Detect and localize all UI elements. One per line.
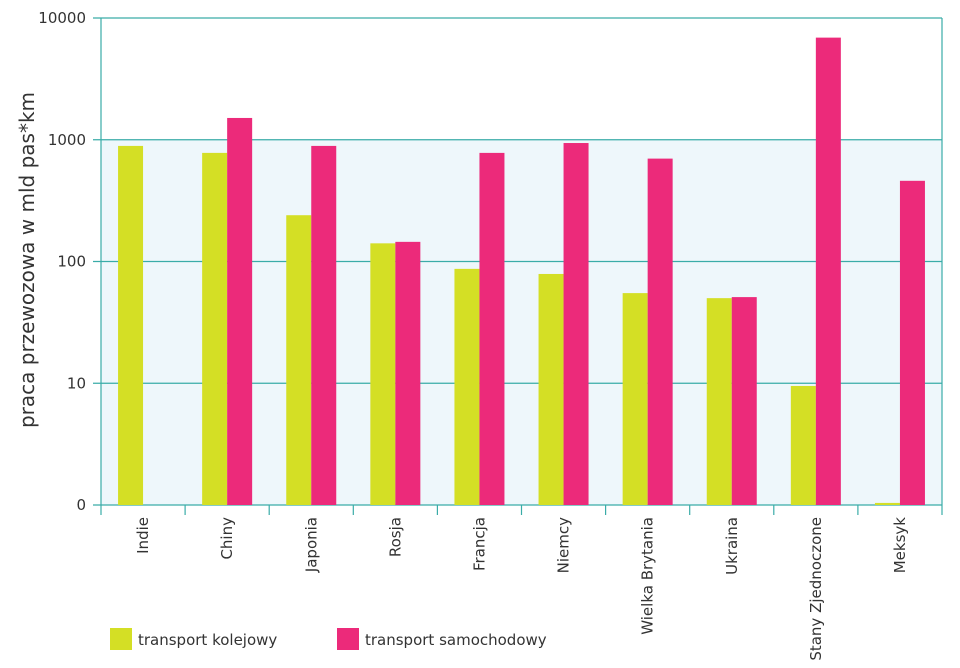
x-tick-label: Wielka Brytania: [639, 517, 657, 635]
x-tick-label: Meksyk: [891, 517, 909, 574]
bar: [311, 145, 337, 505]
bar: [227, 117, 253, 505]
x-tick-label: Japonia: [302, 517, 320, 573]
legend-swatch: [110, 628, 132, 650]
x-tick-label: Francja: [470, 517, 488, 571]
bar: [395, 241, 421, 505]
legend-label: transport samochodowy: [365, 631, 547, 649]
bar: [874, 502, 900, 505]
x-tick-label: Chiny: [218, 517, 236, 560]
y-axis-label: praca przewozowa w mld pas*km: [15, 92, 39, 428]
bar: [563, 143, 589, 506]
y-tick-label: 10: [67, 374, 86, 392]
bar: [118, 145, 144, 505]
bar: [731, 297, 757, 505]
x-tick-label: Stany Zjednoczone: [807, 517, 825, 661]
bar: [479, 152, 505, 505]
x-tick-label: Rosja: [386, 517, 404, 557]
x-tick-label: Niemcy: [555, 517, 573, 573]
bar: [790, 385, 816, 505]
bar: [647, 158, 673, 505]
bar: [370, 243, 396, 505]
bar: [538, 273, 564, 505]
bar: [899, 180, 925, 505]
bar: [286, 215, 312, 505]
bar: [706, 298, 732, 505]
y-tick-label: 100: [57, 253, 86, 271]
bar: [202, 152, 228, 505]
legend-swatch: [337, 628, 359, 650]
bar: [454, 268, 480, 505]
y-tick-label: 10000: [38, 9, 86, 27]
y-tick-label: 0: [76, 496, 86, 514]
x-tick-label: Ukraina: [723, 517, 741, 575]
legend-label: transport kolejowy: [138, 631, 277, 649]
bar: [622, 293, 648, 505]
x-tick-label: Indie: [134, 517, 152, 554]
y-tick-label: 1000: [48, 131, 86, 149]
bar: [815, 37, 841, 506]
